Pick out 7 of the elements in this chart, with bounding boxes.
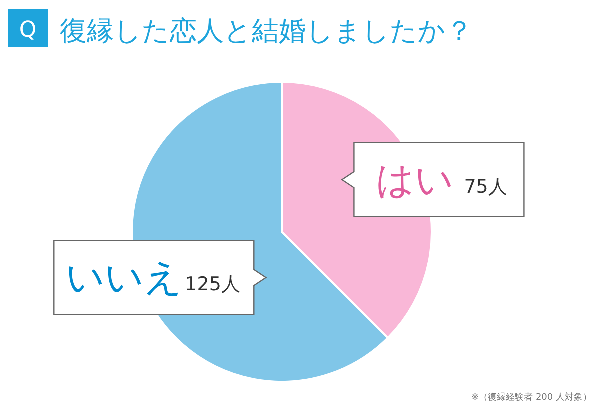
- slice-label: はい: [376, 158, 454, 202]
- annotation: ※（復縁経験者 200 人対象）: [472, 393, 592, 403]
- slice-label: いいえ: [66, 256, 184, 300]
- title: 復縁した恋人と結婚しましたか？: [60, 16, 473, 47]
- data-label: 75人: [464, 176, 508, 198]
- title-badge: Q: [8, 9, 48, 47]
- data-label: 125人: [185, 274, 240, 296]
